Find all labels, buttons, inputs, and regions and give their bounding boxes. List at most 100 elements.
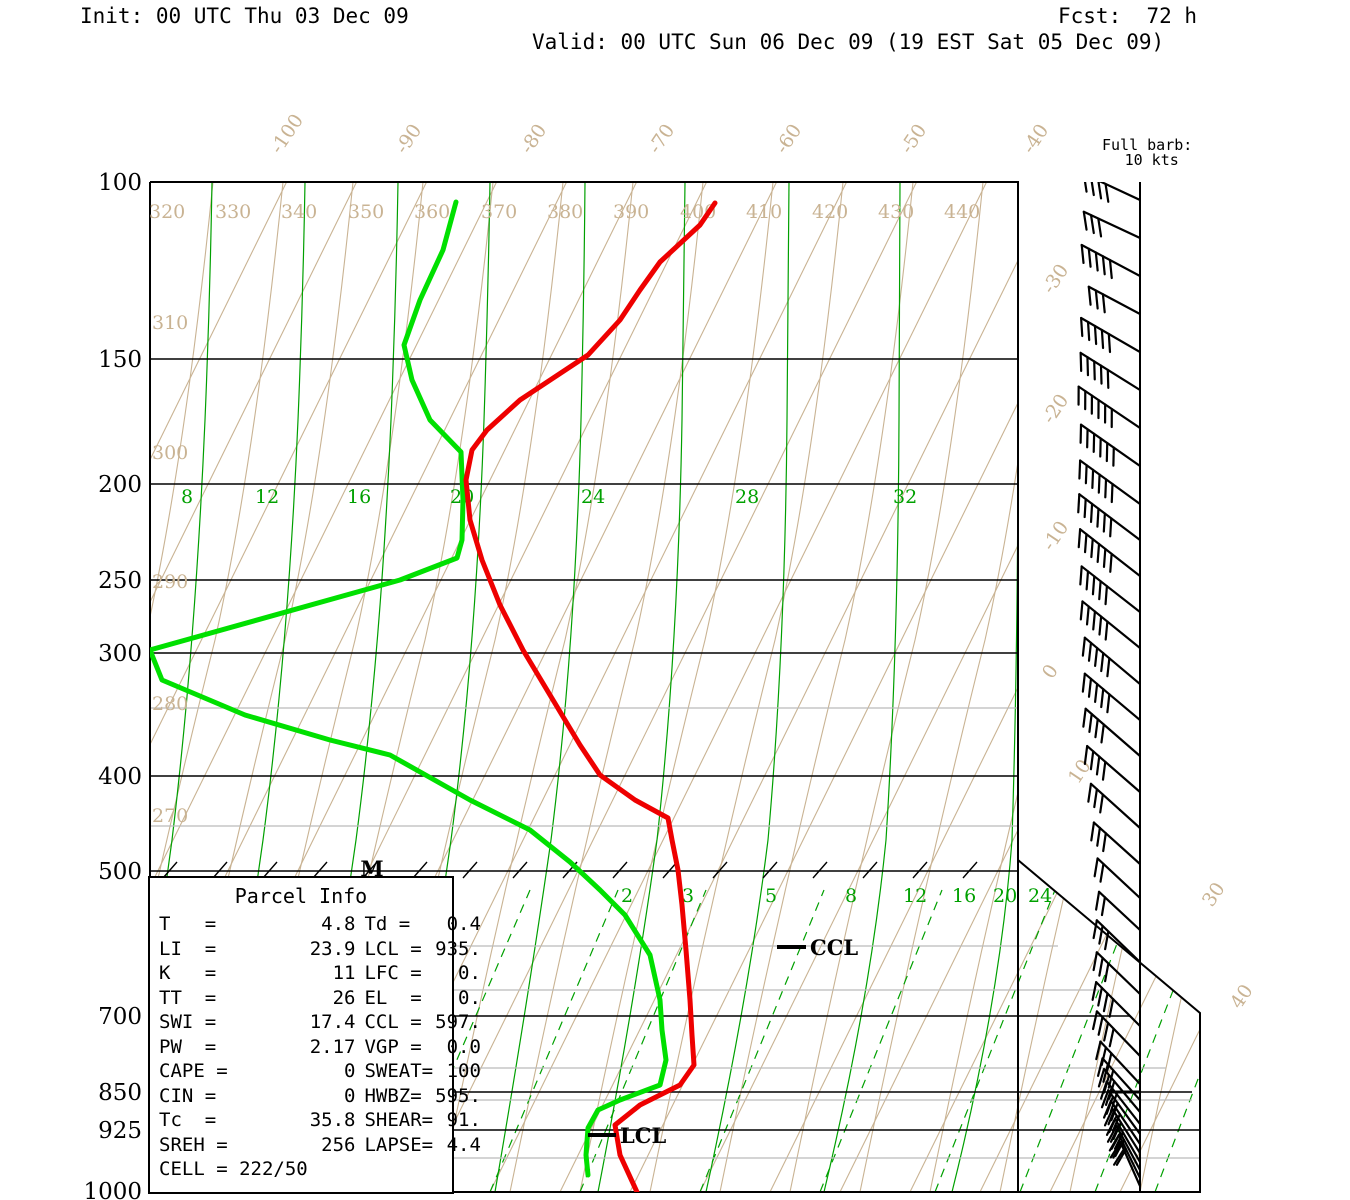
parcel-info-cell: 17.4 (309, 1011, 356, 1033)
svg-text:360: 360 (414, 201, 450, 223)
svg-text:290: 290 (152, 571, 188, 593)
svg-text:-90: -90 (391, 120, 426, 158)
svg-text:300: 300 (98, 641, 142, 667)
svg-text:280: 280 (152, 693, 188, 715)
svg-text:320: 320 (149, 201, 185, 223)
parcel-info-cell: 0 (344, 1060, 356, 1082)
svg-text:250: 250 (98, 568, 142, 594)
wind-barb (1092, 919, 1140, 964)
parcel-info-cell (309, 1157, 364, 1182)
parcel-info-cell: CAPE = (159, 1060, 228, 1082)
svg-text:8: 8 (181, 486, 193, 508)
parcel-info-row: CIN = 0 HWBZ= 595. (158, 1084, 482, 1109)
svg-text:925: 925 (98, 1118, 142, 1144)
parcel-info-row: CAPE = 0 SWEAT= 100 (158, 1059, 482, 1084)
svg-text:330: 330 (215, 201, 251, 223)
wind-barb-legend: Full barb: 10 kts (1102, 136, 1193, 169)
parcel-info-row: PW = 2.17 VGP = 0.0 (158, 1035, 482, 1060)
parcel-info-cell: SWI = (159, 1011, 217, 1033)
svg-text:300: 300 (152, 442, 188, 464)
parcel-info-cell: 35.8 (309, 1109, 356, 1131)
wind-barb (1087, 285, 1140, 316)
parcel-info-cell: 0.0 (446, 1035, 481, 1058)
wind-barb (1092, 951, 1140, 996)
parcel-info-cell: LAPSE= (364, 1133, 434, 1156)
parcel-info-cell: 4.4 (446, 1133, 481, 1156)
parcel-info-row: LI = 23.9 LCL = 935. (158, 937, 482, 962)
svg-text:-10: -10 (1038, 517, 1073, 555)
svg-text:350: 350 (348, 201, 384, 223)
valid-time-label: Valid: 00 UTC Sun 06 Dec 09 (19 EST Sat … (532, 30, 1165, 54)
wind-barb (1077, 385, 1140, 430)
wind-barb (1109, 1141, 1140, 1188)
dewpoint-trace (150, 199, 669, 1178)
parcel-info-panel: Parcel Info T = 4.8 Td = 0.4 LI = 23.9 LCL = 93… (148, 876, 481, 1194)
svg-text:12: 12 (255, 486, 279, 508)
parcel-info-cell: 100 (446, 1060, 481, 1082)
surface-wind-hook (1108, 1058, 1140, 1094)
svg-text:500: 500 (98, 859, 142, 885)
moist-adiabat-lines (150, 182, 1019, 1192)
parcel-info-cell: 23.9 (309, 937, 356, 960)
parcel-info-cell: 597. (435, 1011, 481, 1033)
parcel-info-cell: LFC = (364, 962, 422, 984)
svg-text:-60: -60 (771, 120, 806, 158)
svg-text:390: 390 (613, 201, 649, 223)
parcel-info-cell: CIN = (159, 1084, 217, 1107)
parcel-info-cell: 935. (435, 937, 481, 960)
parcel-info-cell: 256 (321, 1133, 356, 1156)
svg-text:270: 270 (152, 805, 188, 827)
wind-barb (1079, 423, 1140, 468)
lcl-marker: LCL (588, 1123, 666, 1148)
temperature-trace (463, 200, 718, 1192)
parcel-info-row: K = 11 LFC = 0. (158, 961, 482, 986)
svg-text:20: 20 (993, 885, 1017, 907)
wind-barb (1082, 210, 1140, 240)
svg-text:-30: -30 (1038, 260, 1073, 298)
parcel-info-cell: VGP = (364, 1035, 422, 1058)
parcel-info-cell: K = (159, 962, 217, 984)
parcel-info-cell: SWEAT= (364, 1060, 434, 1082)
ccl-marker: CCL (777, 935, 858, 960)
wind-barb (1093, 857, 1140, 900)
parcel-info-cell: T = (159, 913, 217, 935)
isobar-tick-hatches (162, 861, 978, 879)
parcel-info-cell: CELL = 222/50 (159, 1158, 308, 1180)
parcel-info-cell: 595. (435, 1084, 481, 1107)
wind-barb (1082, 707, 1140, 758)
wind-barb (1079, 600, 1140, 650)
wind-barb (1080, 316, 1140, 354)
parcel-info-cell: 0 (344, 1084, 356, 1107)
wind-barb (1079, 351, 1140, 392)
svg-text:40: 40 (1226, 980, 1258, 1012)
parcel-info-cell: HWBZ= (364, 1084, 422, 1107)
parcel-info-cell: CCL = (364, 1011, 422, 1033)
svg-text:16: 16 (347, 486, 371, 508)
svg-text:400: 400 (98, 764, 142, 790)
svg-text:LCL: LCL (620, 1123, 666, 1148)
wind-barb-column (1077, 182, 1140, 1188)
svg-text:700: 700 (98, 1004, 142, 1030)
wind-barb (1095, 890, 1140, 932)
svg-text:-80: -80 (516, 120, 551, 158)
wind-barb (1091, 981, 1140, 1028)
wind-barb (1081, 672, 1140, 722)
svg-text:370: 370 (481, 201, 517, 223)
wind-barb (1080, 243, 1140, 280)
svg-text:440: 440 (944, 201, 980, 223)
parcel-info-cell: 11 (332, 962, 356, 984)
wind-barb (1083, 744, 1140, 794)
forecast-hour-label: Fcst: 72 h (1058, 4, 1198, 28)
svg-text:8: 8 (845, 885, 857, 907)
svg-text:-40: -40 (1018, 120, 1053, 158)
parcel-info-table: T = 4.8 Td = 0.4 LI = 23.9 LCL = 935. K = 11 LFC =… (158, 912, 482, 1182)
svg-text:100: 100 (98, 170, 142, 196)
dry-adiabat-top-labels: 320 330 340 350 360 370 380 390 400 410 … (149, 201, 980, 223)
parcel-info-cell: LCL = (364, 937, 422, 960)
svg-text:3: 3 (682, 885, 694, 907)
parcel-info-cell: 91. (446, 1109, 481, 1131)
pressure-axis-labels: 100 150 200 250 300 400 500 700 850 925 … (83, 170, 142, 1200)
moist-adiabat-labels: 8 12 16 20 24 28 32 (181, 486, 917, 508)
svg-text:430: 430 (878, 201, 914, 223)
